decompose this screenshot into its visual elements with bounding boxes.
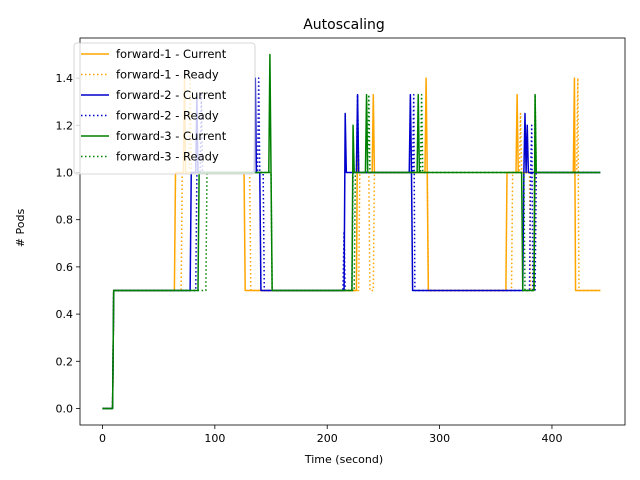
legend-label: forward-3 - Current — [116, 129, 227, 143]
chart-title: Autoscaling — [303, 17, 385, 33]
legend: forward-1 - Current forward-1 - Ready forw… — [73, 42, 256, 175]
axes-layer: 0 100 200 300 400 0.0 0.2 0.4 0.6 0.8 1.0 1.2 1.4 — [56, 37, 626, 445]
y-tick-label: 0.6 — [56, 261, 74, 274]
y-tick-label: 0.2 — [56, 355, 74, 368]
y-tick-label: 0.4 — [56, 308, 74, 321]
x-tick-label: 300 — [429, 432, 450, 445]
plot-frame — [79, 37, 626, 426]
x-tick-label: 200 — [317, 432, 338, 445]
x-tick-label: 100 — [204, 432, 225, 445]
legend-label: forward-1 - Current — [116, 47, 227, 61]
y-tick-label: 0.0 — [56, 402, 74, 415]
x-axis-label: Time (second) — [304, 453, 383, 466]
x-tick-label: 400 — [541, 432, 562, 445]
legend-box — [73, 42, 256, 175]
y-tick-label: 1.2 — [56, 119, 74, 132]
legend-label: forward-1 - Ready — [116, 68, 219, 82]
legend-label: forward-3 - Ready — [116, 150, 219, 164]
y-axis-label: # Pods — [14, 209, 27, 248]
y-tick-label: 0.8 — [56, 214, 74, 227]
y-tick-label: 1.4 — [56, 72, 74, 85]
x-tick-label: 0 — [99, 432, 106, 445]
legend-label: forward-2 - Ready — [116, 109, 219, 123]
legend-label: forward-2 - Current — [116, 88, 227, 102]
y-tick-label: 1.0 — [56, 167, 74, 180]
